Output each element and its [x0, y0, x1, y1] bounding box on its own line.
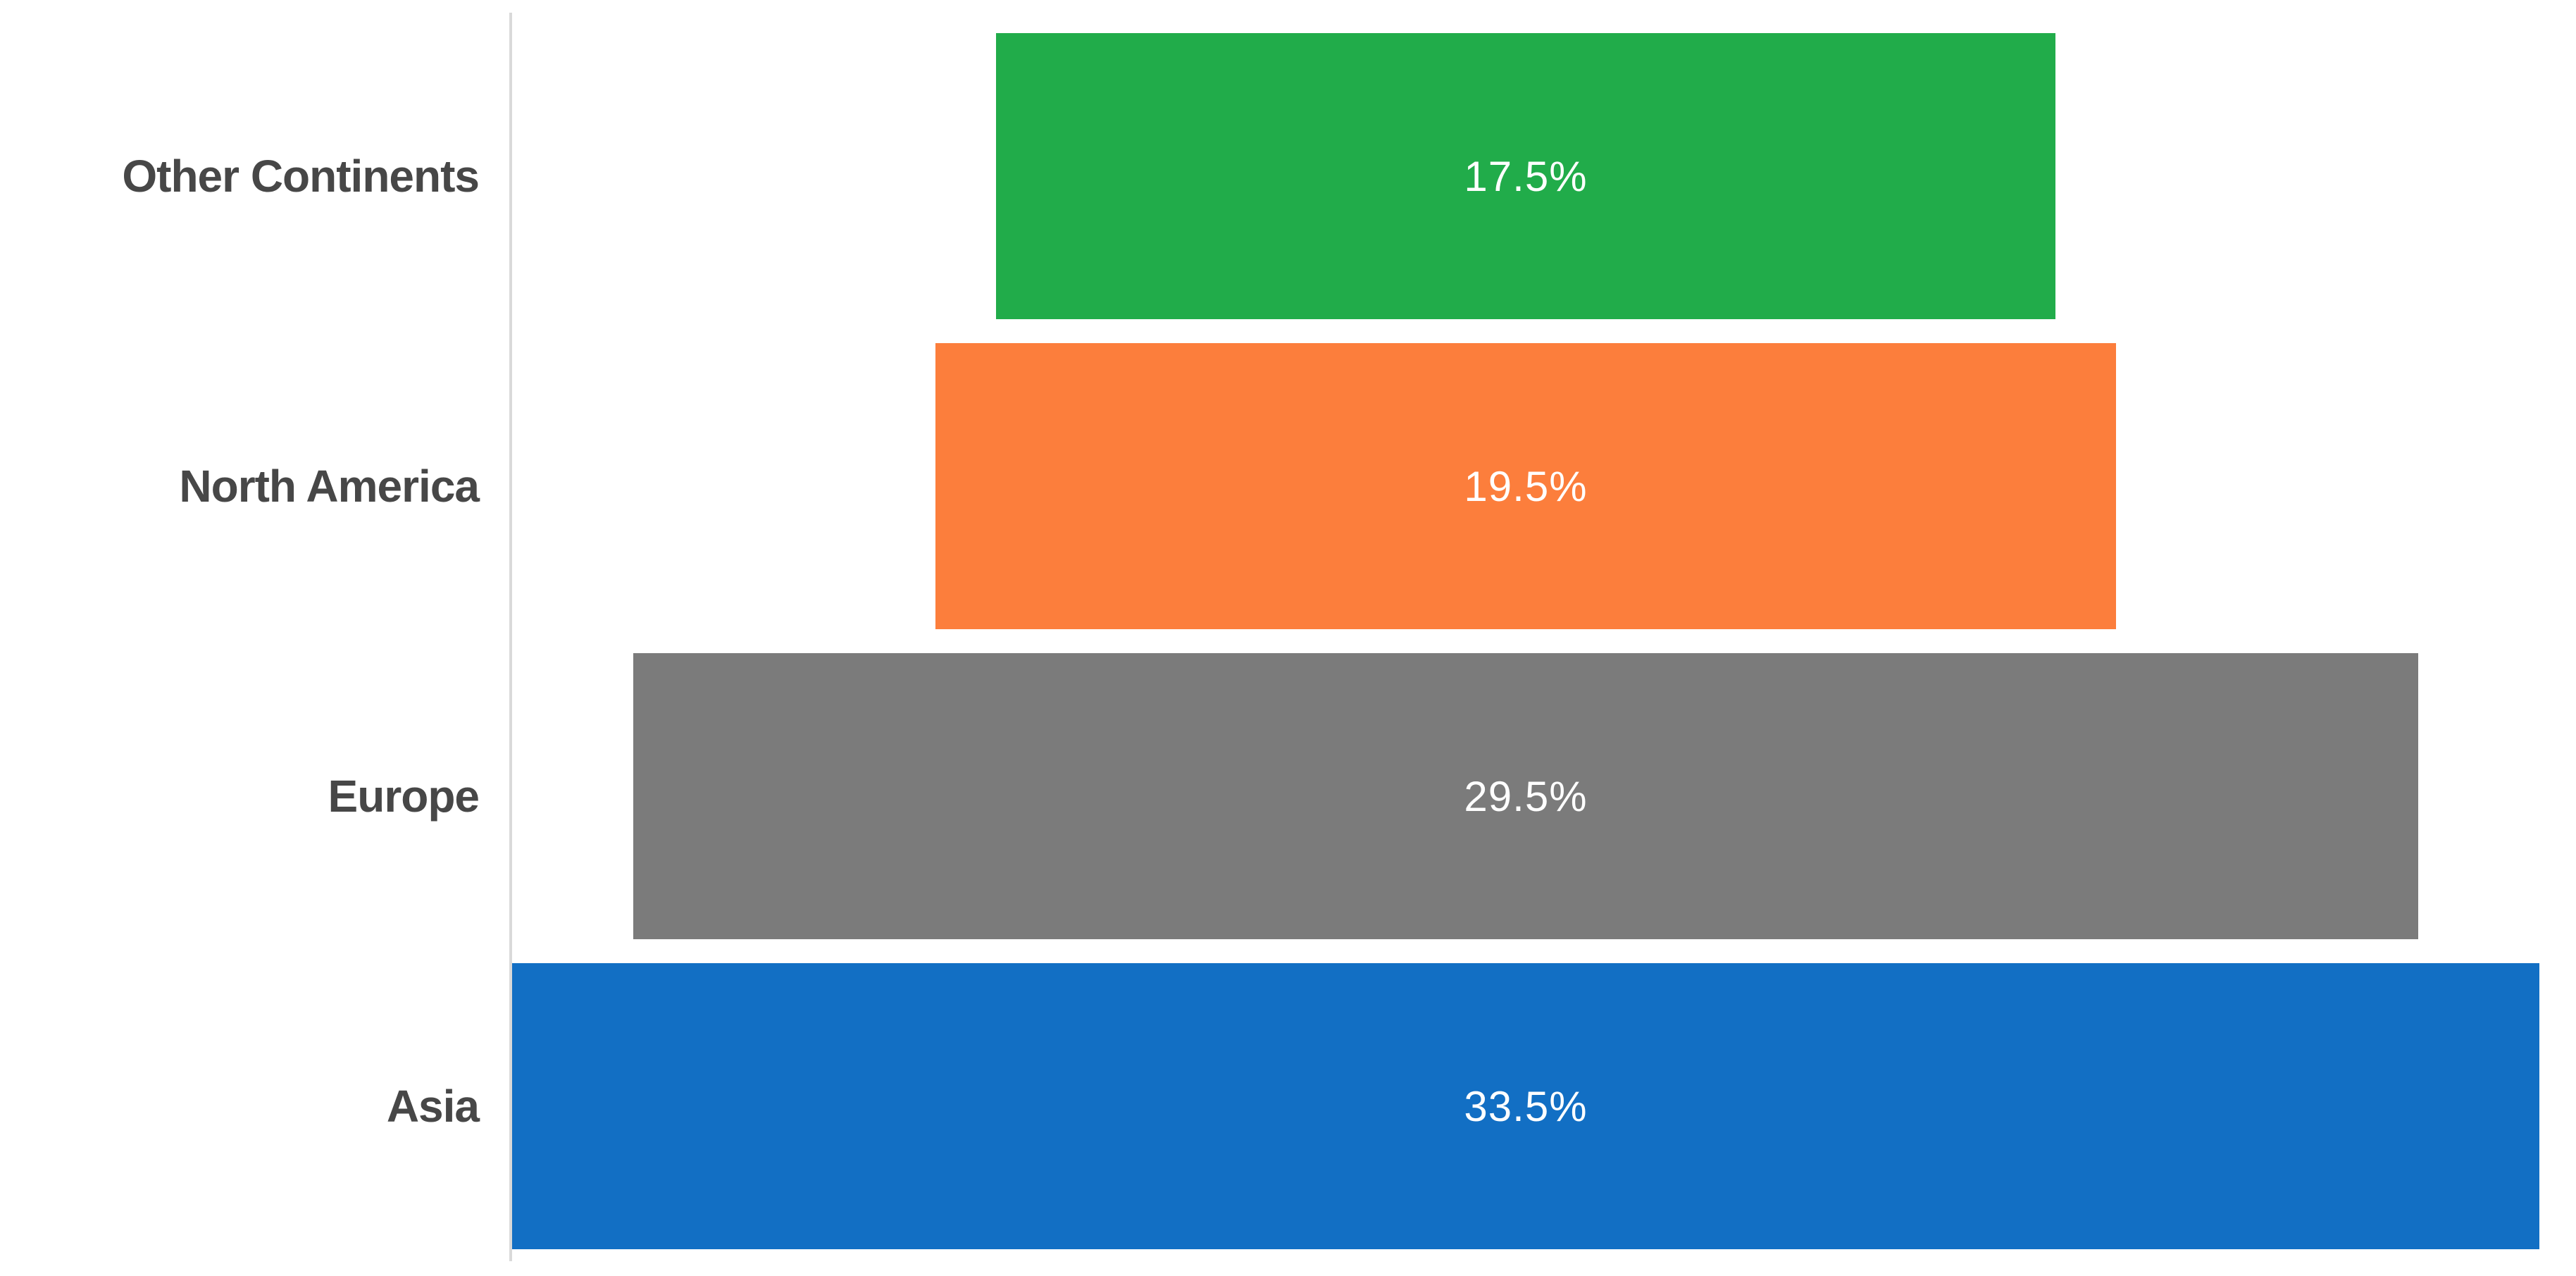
chart-row-other-continents: Other Continents 17.5% [0, 21, 2576, 331]
y-axis-line [509, 13, 512, 1261]
chart-row-north-america: North America 19.5% [0, 331, 2576, 641]
bar-area: 29.5% [512, 641, 2539, 951]
category-label: Europe [328, 771, 480, 822]
bar: 17.5% [996, 33, 2055, 319]
category-label: Asia [386, 1081, 480, 1132]
bar-area: 33.5% [512, 951, 2539, 1261]
chart-row-asia: Asia 33.5% [0, 951, 2576, 1261]
bar-area: 19.5% [512, 331, 2539, 641]
chart-row-europe: Europe 29.5% [0, 641, 2576, 951]
bar-value-label: 33.5% [1464, 1082, 1588, 1130]
category-label: North America [179, 461, 480, 512]
chart-rows: Other Continents 17.5% North America 19.… [0, 21, 2576, 1261]
bar-value-label: 29.5% [1464, 772, 1588, 820]
bar: 19.5% [935, 343, 2116, 629]
category-label: Other Continents [122, 151, 480, 202]
bar: 33.5% [512, 963, 2539, 1249]
bar-area: 17.5% [512, 21, 2539, 331]
bar-value-label: 17.5% [1464, 152, 1588, 200]
bar-value-label: 19.5% [1464, 462, 1588, 510]
bar: 29.5% [633, 653, 2419, 939]
